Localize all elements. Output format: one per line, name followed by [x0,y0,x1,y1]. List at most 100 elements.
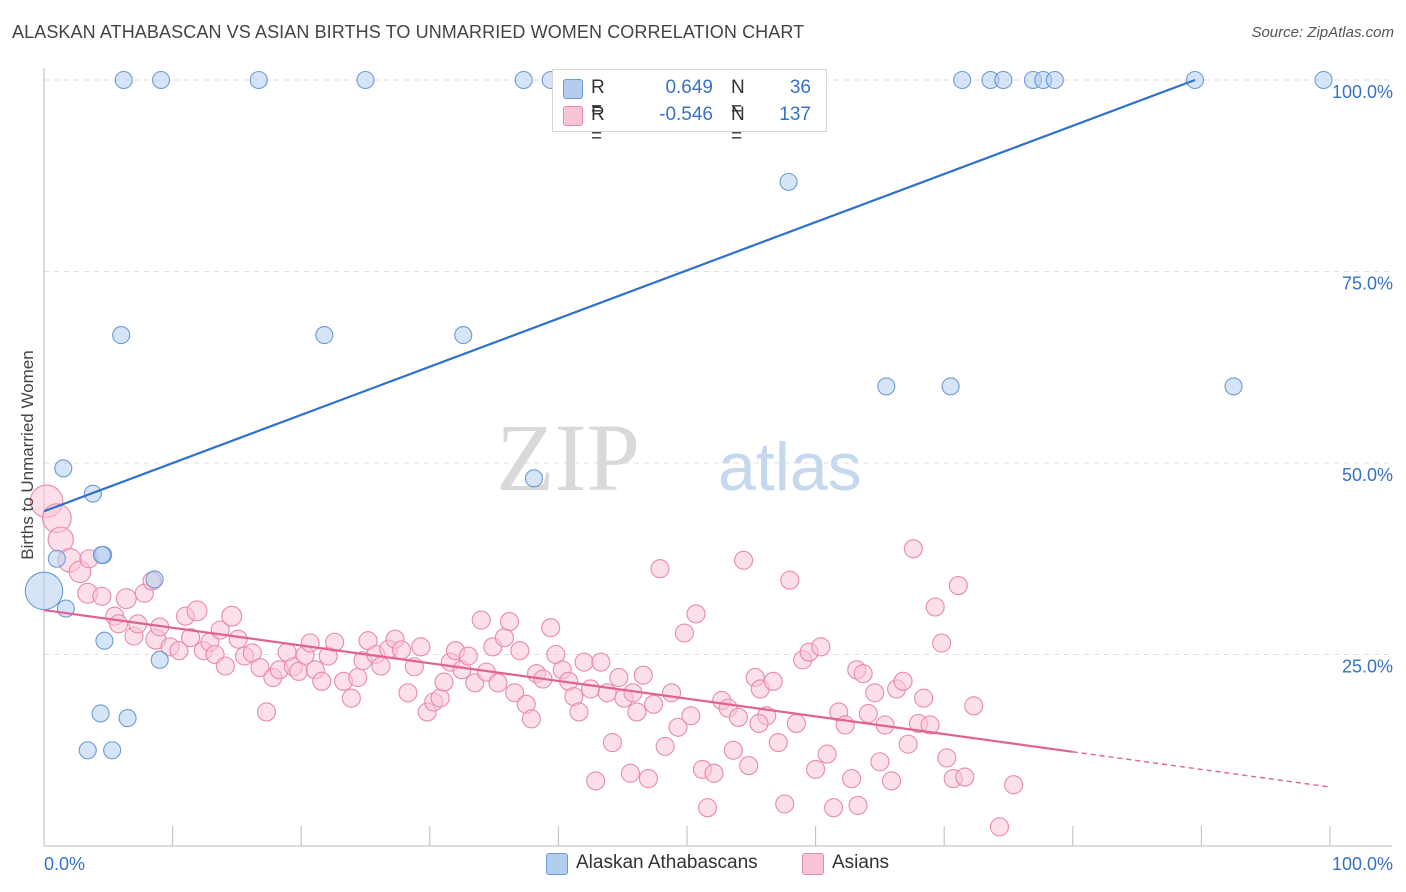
asian-point [215,656,235,676]
athabascan-point [524,469,544,488]
asian-point [250,657,270,678]
watermark: ZIP atlas [496,404,862,511]
athabascan-point [779,172,798,191]
asian-point [620,763,640,783]
athabascan-point [249,70,268,90]
source-label: Source: ZipAtlas.com [1251,24,1394,41]
asian-point [602,733,622,753]
asian-point [848,795,868,815]
asian-point [1004,775,1024,795]
athabascan-point [91,704,110,723]
asian-point [434,672,454,692]
asian-point [471,610,491,630]
y-tick-label: 100.0% [1332,82,1393,102]
watermark-zip: ZIP [496,404,640,511]
legend-label: Asians [832,852,890,873]
asian-point [681,706,701,726]
asian-point [505,683,525,703]
chart-title: ALASKAN ATHABASCAN VS ASIAN BIRTHS TO UN… [12,22,805,42]
athabascan-point [112,326,131,345]
asian-point [181,628,201,648]
asian-point [903,539,923,559]
asian-point [739,756,759,776]
r-label: R = [591,77,605,120]
asian-point [932,633,952,653]
legend-swatch-pink [802,853,824,875]
asian-point [749,713,769,733]
athabascan-point [356,70,375,90]
asian-point [488,673,508,693]
athabascan-point [78,741,97,760]
asian-point [499,612,520,632]
asian-point [348,667,368,688]
asian-point [806,759,826,779]
asian-point [662,683,682,703]
asian-point [989,817,1010,837]
legend-label: Alaskan Athabascans [576,852,758,873]
asian-point [115,588,137,610]
asian-point [858,703,878,724]
athabascan-point [151,70,171,90]
tick-labels: 25.0% 50.0% 75.0% 100.0% 0.0% 100.0% [44,82,1393,874]
stats-swatch-blue [563,79,583,99]
asian-point [633,665,653,685]
asian-point [842,769,862,789]
athabascan-point [118,709,137,728]
asian-point [228,629,248,649]
asian-point [870,752,890,772]
asian-point [881,771,902,791]
asian-point [817,744,837,764]
athabascan-point [994,70,1013,90]
athabascan-point [54,459,73,478]
athabascan-point [315,326,334,345]
y-tick-label: 75.0% [1342,274,1393,294]
athabascan-point [1314,70,1333,90]
asian-trend-extension [1072,751,1331,788]
r-label: R = [591,104,605,147]
r-value: -0.546 [659,104,713,125]
n-value: 137 [779,104,811,125]
asian-point [925,597,945,617]
asian-point [186,600,208,622]
asian-point [580,679,601,699]
asian-point [920,715,940,735]
n-label: N = [731,104,745,147]
athabascan-point [150,650,169,669]
asian-point [650,559,670,579]
y-tick-label: 25.0% [1342,657,1393,677]
athabascan-point [941,377,960,396]
n-value: 36 [789,77,811,98]
athabascan-point [953,70,972,90]
axes [43,68,1392,847]
asian-point [92,586,112,606]
asian-point [169,641,189,661]
asian-point [574,652,594,672]
athabascan-point [47,549,66,568]
asian-point [728,707,748,727]
asian-point [627,702,647,722]
athabascan-point [24,571,64,611]
asian-point [221,605,243,627]
asian-point [763,671,783,691]
x-tick-label: 100.0% [1332,854,1393,874]
athabascan-point [92,545,111,564]
asian-point [723,740,743,760]
asian-point [786,713,806,733]
asian-point [914,688,934,708]
asian-point [494,628,514,648]
asian-point [853,664,873,684]
asian-point [638,769,658,789]
legend-swatch-blue [546,853,568,875]
athabascan-point [145,570,164,589]
athabascan-point [1224,377,1243,396]
asian-point [655,736,675,756]
athabascan-point [514,70,533,90]
y-tick-label: 50.0% [1342,465,1393,485]
athabascan-trend-line [43,78,1196,513]
asian-point [458,646,478,666]
asian-point [256,702,277,722]
asian-point [109,614,129,634]
asian-point [300,633,320,653]
asian-point [521,709,541,729]
asian-point [325,632,345,652]
